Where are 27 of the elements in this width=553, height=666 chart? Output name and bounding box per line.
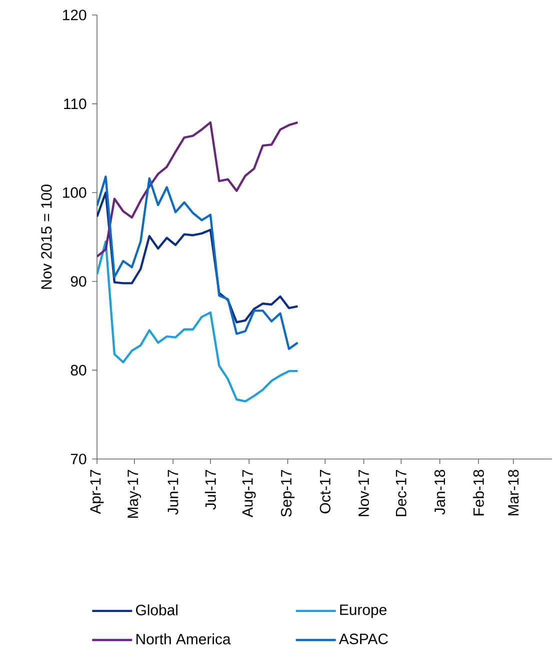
x-tick-label: Oct-17	[320, 470, 330, 514]
y-tick-label: 80	[70, 364, 86, 376]
x-tick-label: Mar-18	[508, 470, 519, 516]
x-tick-label: Jun-17	[168, 470, 178, 515]
x-tick-label: Dec-17	[396, 470, 406, 516]
line-series	[97, 121, 299, 258]
x-tick-label: Nov-17	[358, 470, 369, 516]
legend-label: Global	[136, 604, 178, 616]
x-tick-label: May-17	[128, 470, 142, 518]
x-tick-label: Apr-17	[90, 470, 104, 514]
y-tick-label: 110	[64, 98, 86, 110]
line-series	[97, 176, 299, 350]
line-series	[97, 240, 299, 402]
x-tick-label: Aug-17	[242, 470, 256, 518]
x-tick-label: Jul-17	[204, 470, 216, 510]
line-series	[97, 192, 299, 324]
y-tick-label: 70	[70, 454, 86, 464]
x-tick-label: Feb-18	[472, 470, 484, 516]
x-tick-label: Jan-18	[434, 470, 446, 515]
y-tick-label: 90	[70, 276, 86, 287]
legend-label: North America	[136, 633, 231, 644]
x-tick-label: Sep-17	[280, 470, 294, 517]
y-tick-label: 120	[63, 10, 86, 20]
y-tick-label: 100	[63, 187, 86, 198]
legend-label: Europe	[340, 604, 386, 618]
legend-label: ASPAC	[338, 634, 388, 644]
y-axis-title: Nov 2015 = 100	[41, 184, 52, 289]
